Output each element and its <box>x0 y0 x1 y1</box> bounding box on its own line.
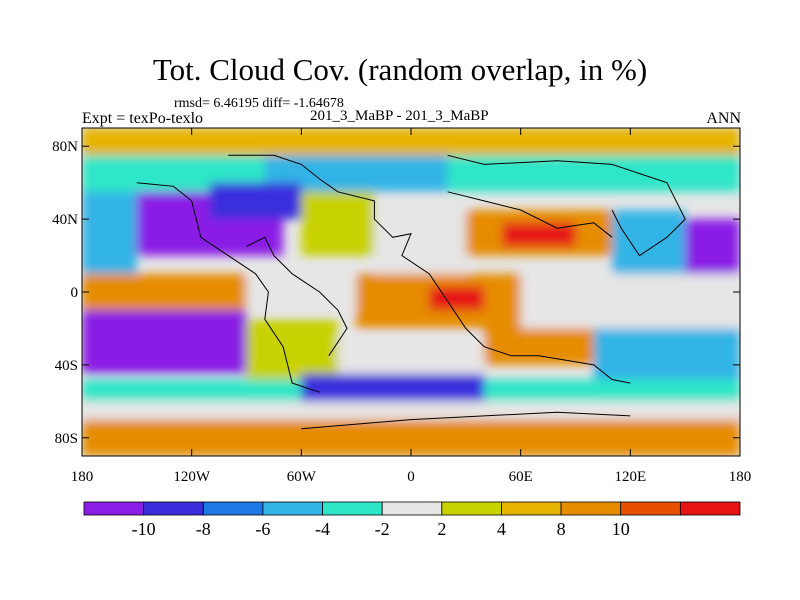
field-region <box>484 328 594 365</box>
colorbar-swatch <box>262 501 323 516</box>
map-title: Tot. Cloud Cov. (random overlap, in %) <box>152 52 648 87</box>
field-region <box>301 191 375 256</box>
coastline <box>447 154 686 257</box>
lat-tick-label: 40N <box>52 212 78 228</box>
field-region <box>502 222 576 247</box>
field-region <box>685 219 740 274</box>
field-region <box>447 155 740 192</box>
case-label: 201_3_MaBP - 201_3_MaBP <box>310 108 489 124</box>
colorbar-label: -6 <box>255 519 270 539</box>
colorbar-label: 2 <box>437 519 446 539</box>
coastline <box>228 154 631 384</box>
field-region <box>246 319 338 384</box>
coastlines <box>136 154 686 430</box>
stats-subtitle: rmsd= 6.46195 diff= -1.64678 <box>174 96 344 111</box>
colorbar-swatch <box>322 501 383 516</box>
lat-tick-label: 80N <box>52 139 78 155</box>
lon-tick-label: 180 <box>71 469 94 485</box>
lon-tick-label: 120W <box>173 469 211 485</box>
colorbar-swatch <box>560 501 622 516</box>
field-region <box>82 310 247 374</box>
colorbar-swatch <box>83 501 145 516</box>
coastline <box>447 191 613 238</box>
coastline <box>246 236 348 357</box>
colorbar-swatch <box>679 501 741 516</box>
colorbar-swatch <box>143 501 204 516</box>
field-region <box>337 337 485 374</box>
season-label: ANN <box>706 110 741 127</box>
lon-tick-label: 60W <box>287 469 317 485</box>
experiment-label: Expt = texPo-texlo <box>82 110 204 127</box>
field-region <box>209 182 302 220</box>
field-region <box>301 374 485 402</box>
lat-tick-label: 40S <box>55 358 78 374</box>
lon-tick-label: 120E <box>614 469 646 485</box>
lat-tick-label: 0 <box>71 285 79 301</box>
colorbar-label: 4 <box>497 519 506 539</box>
coastline <box>136 182 320 393</box>
field-region <box>82 273 247 311</box>
colorbar-swatch <box>381 501 443 516</box>
lon-tick-label: 180 <box>729 469 752 485</box>
colorbar-label: -4 <box>315 519 330 539</box>
colorbar-swatch <box>620 501 681 516</box>
colorbar-swatch <box>202 501 264 516</box>
longitude-axis: 180 120W 60W 0 60E 120E 180 <box>71 128 752 485</box>
field-region <box>82 401 740 420</box>
colorbar-label: 10 <box>612 519 630 539</box>
field-region <box>374 200 466 274</box>
field-region <box>82 191 137 274</box>
lon-tick-label: 0 <box>407 469 415 485</box>
colorbar-label: 8 <box>557 519 566 539</box>
field-region <box>612 210 686 274</box>
latitude-axis: 80N 40N 0 40S 80S <box>52 139 740 447</box>
lat-tick-label: 80S <box>55 431 78 447</box>
lon-tick-label: 60E <box>509 469 533 485</box>
colorbar-label: -2 <box>375 519 390 539</box>
colorbar-swatch <box>441 501 502 516</box>
field-region <box>246 273 357 311</box>
colorbar-label: -8 <box>196 519 211 539</box>
coastline <box>301 411 631 430</box>
field-region <box>593 328 740 384</box>
colorbar-label: -10 <box>132 519 156 539</box>
field-region <box>429 286 485 311</box>
colorbar: -10 -8 -6 -4 -2 2 4 8 10 <box>83 501 741 539</box>
colorbar-swatch <box>501 501 562 516</box>
cloud-field <box>82 128 740 456</box>
field-region <box>520 273 740 329</box>
